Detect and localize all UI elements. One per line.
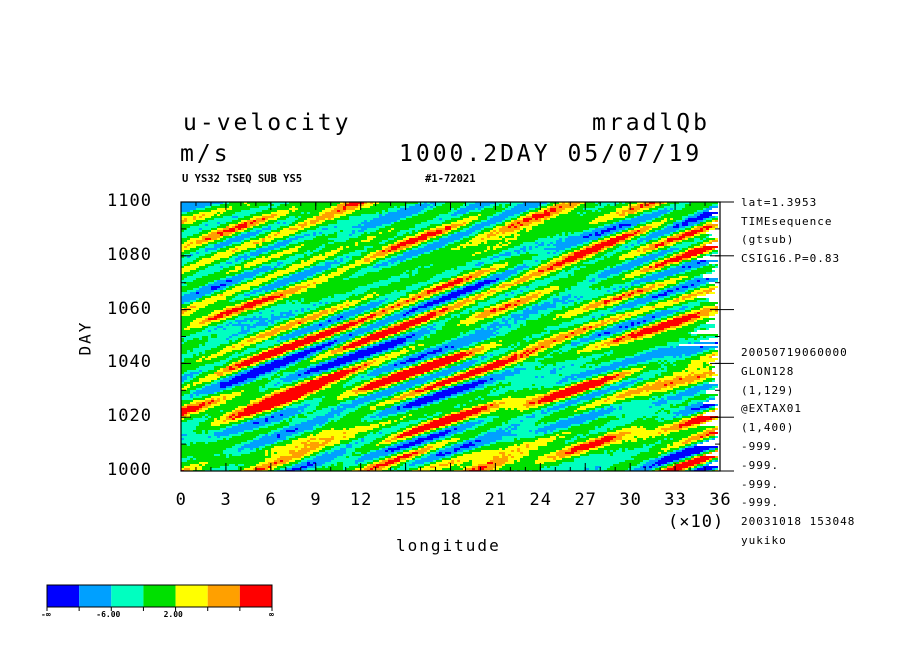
x-tick-label: 33 [664, 490, 687, 510]
experiment-label: mradlQb [592, 110, 710, 136]
x-tick-label: 30 [619, 490, 642, 510]
x-tick-label: 12 [349, 490, 373, 510]
x-tick-label: 24 [529, 490, 553, 510]
x-tick-label: 6 [265, 490, 277, 510]
side-info-line: (1,400) [741, 421, 795, 435]
x-axis-label: longitude [396, 536, 501, 555]
y-tick-label: 1000 [107, 460, 152, 480]
x-tick-label: 36 [709, 490, 732, 510]
x-tick-label: 18 [439, 490, 463, 510]
colorbar-swatch [111, 585, 144, 607]
colorbar-swatch [175, 585, 208, 607]
time-label: 1000.2DAY 05/07/19 [399, 141, 703, 167]
side-info-line: (gtsub) [741, 233, 795, 247]
colorbar-label: -6.00 [96, 610, 121, 619]
side-info-line: -999. [741, 477, 780, 491]
variable-title: u-velocity [183, 110, 352, 136]
units-label: m/s [180, 141, 231, 167]
colorbar-label: -∞ [41, 610, 51, 619]
x-tick-label: 27 [574, 490, 597, 510]
side-info-line: 20031018 153048 [741, 515, 856, 529]
colorbar [46, 584, 273, 611]
colorbar-swatch [47, 585, 80, 607]
side-info-line: GLON128 [741, 364, 795, 378]
colorbar-swatch [207, 585, 240, 607]
subinfo-right: #1-72021 [425, 173, 476, 185]
side-info-line: 20050719060000 [741, 346, 848, 359]
colorbar-swatch [239, 585, 272, 607]
colorbar-swatch [143, 585, 176, 607]
colorbar-swatch [79, 585, 112, 607]
plot-axes [180, 201, 734, 472]
heatmap-field [181, 202, 718, 471]
colorbar-label: ∞ [269, 610, 274, 619]
y-tick-label: 1080 [107, 244, 152, 265]
x-tick-label: 0 [175, 490, 187, 510]
y-tick-label: 1040 [107, 352, 152, 373]
subinfo-left: U YS32 TSEQ SUB YS5 [182, 173, 303, 185]
side-info-line: (1,129) [741, 383, 795, 397]
y-axis-label: DAY [75, 320, 95, 356]
side-info-line: TIMEsequence [741, 214, 833, 228]
y-tick-label: 1100 [107, 191, 152, 211]
side-info-line: -999. [741, 440, 780, 453]
side-info-line: CSIG16.P=0.83 [741, 252, 841, 266]
x-tick-label: 21 [484, 490, 508, 510]
side-info-line: yukiko [741, 534, 787, 547]
side-info-line: lat=1.3953 [741, 196, 818, 209]
y-tick-label: 1020 [107, 406, 152, 427]
x-multiplier-label: (×10) [668, 512, 725, 532]
x-tick-label: 15 [394, 490, 418, 510]
x-tick-label: 3 [220, 490, 232, 510]
side-info-line: -999. [741, 496, 780, 510]
x-tick-label: 9 [310, 490, 322, 510]
colorbar-label: 2.00 [163, 610, 183, 619]
side-info-line: @EXTAX01 [741, 402, 802, 416]
y-tick-label: 1060 [107, 298, 152, 319]
side-info-line: -999. [741, 458, 780, 472]
